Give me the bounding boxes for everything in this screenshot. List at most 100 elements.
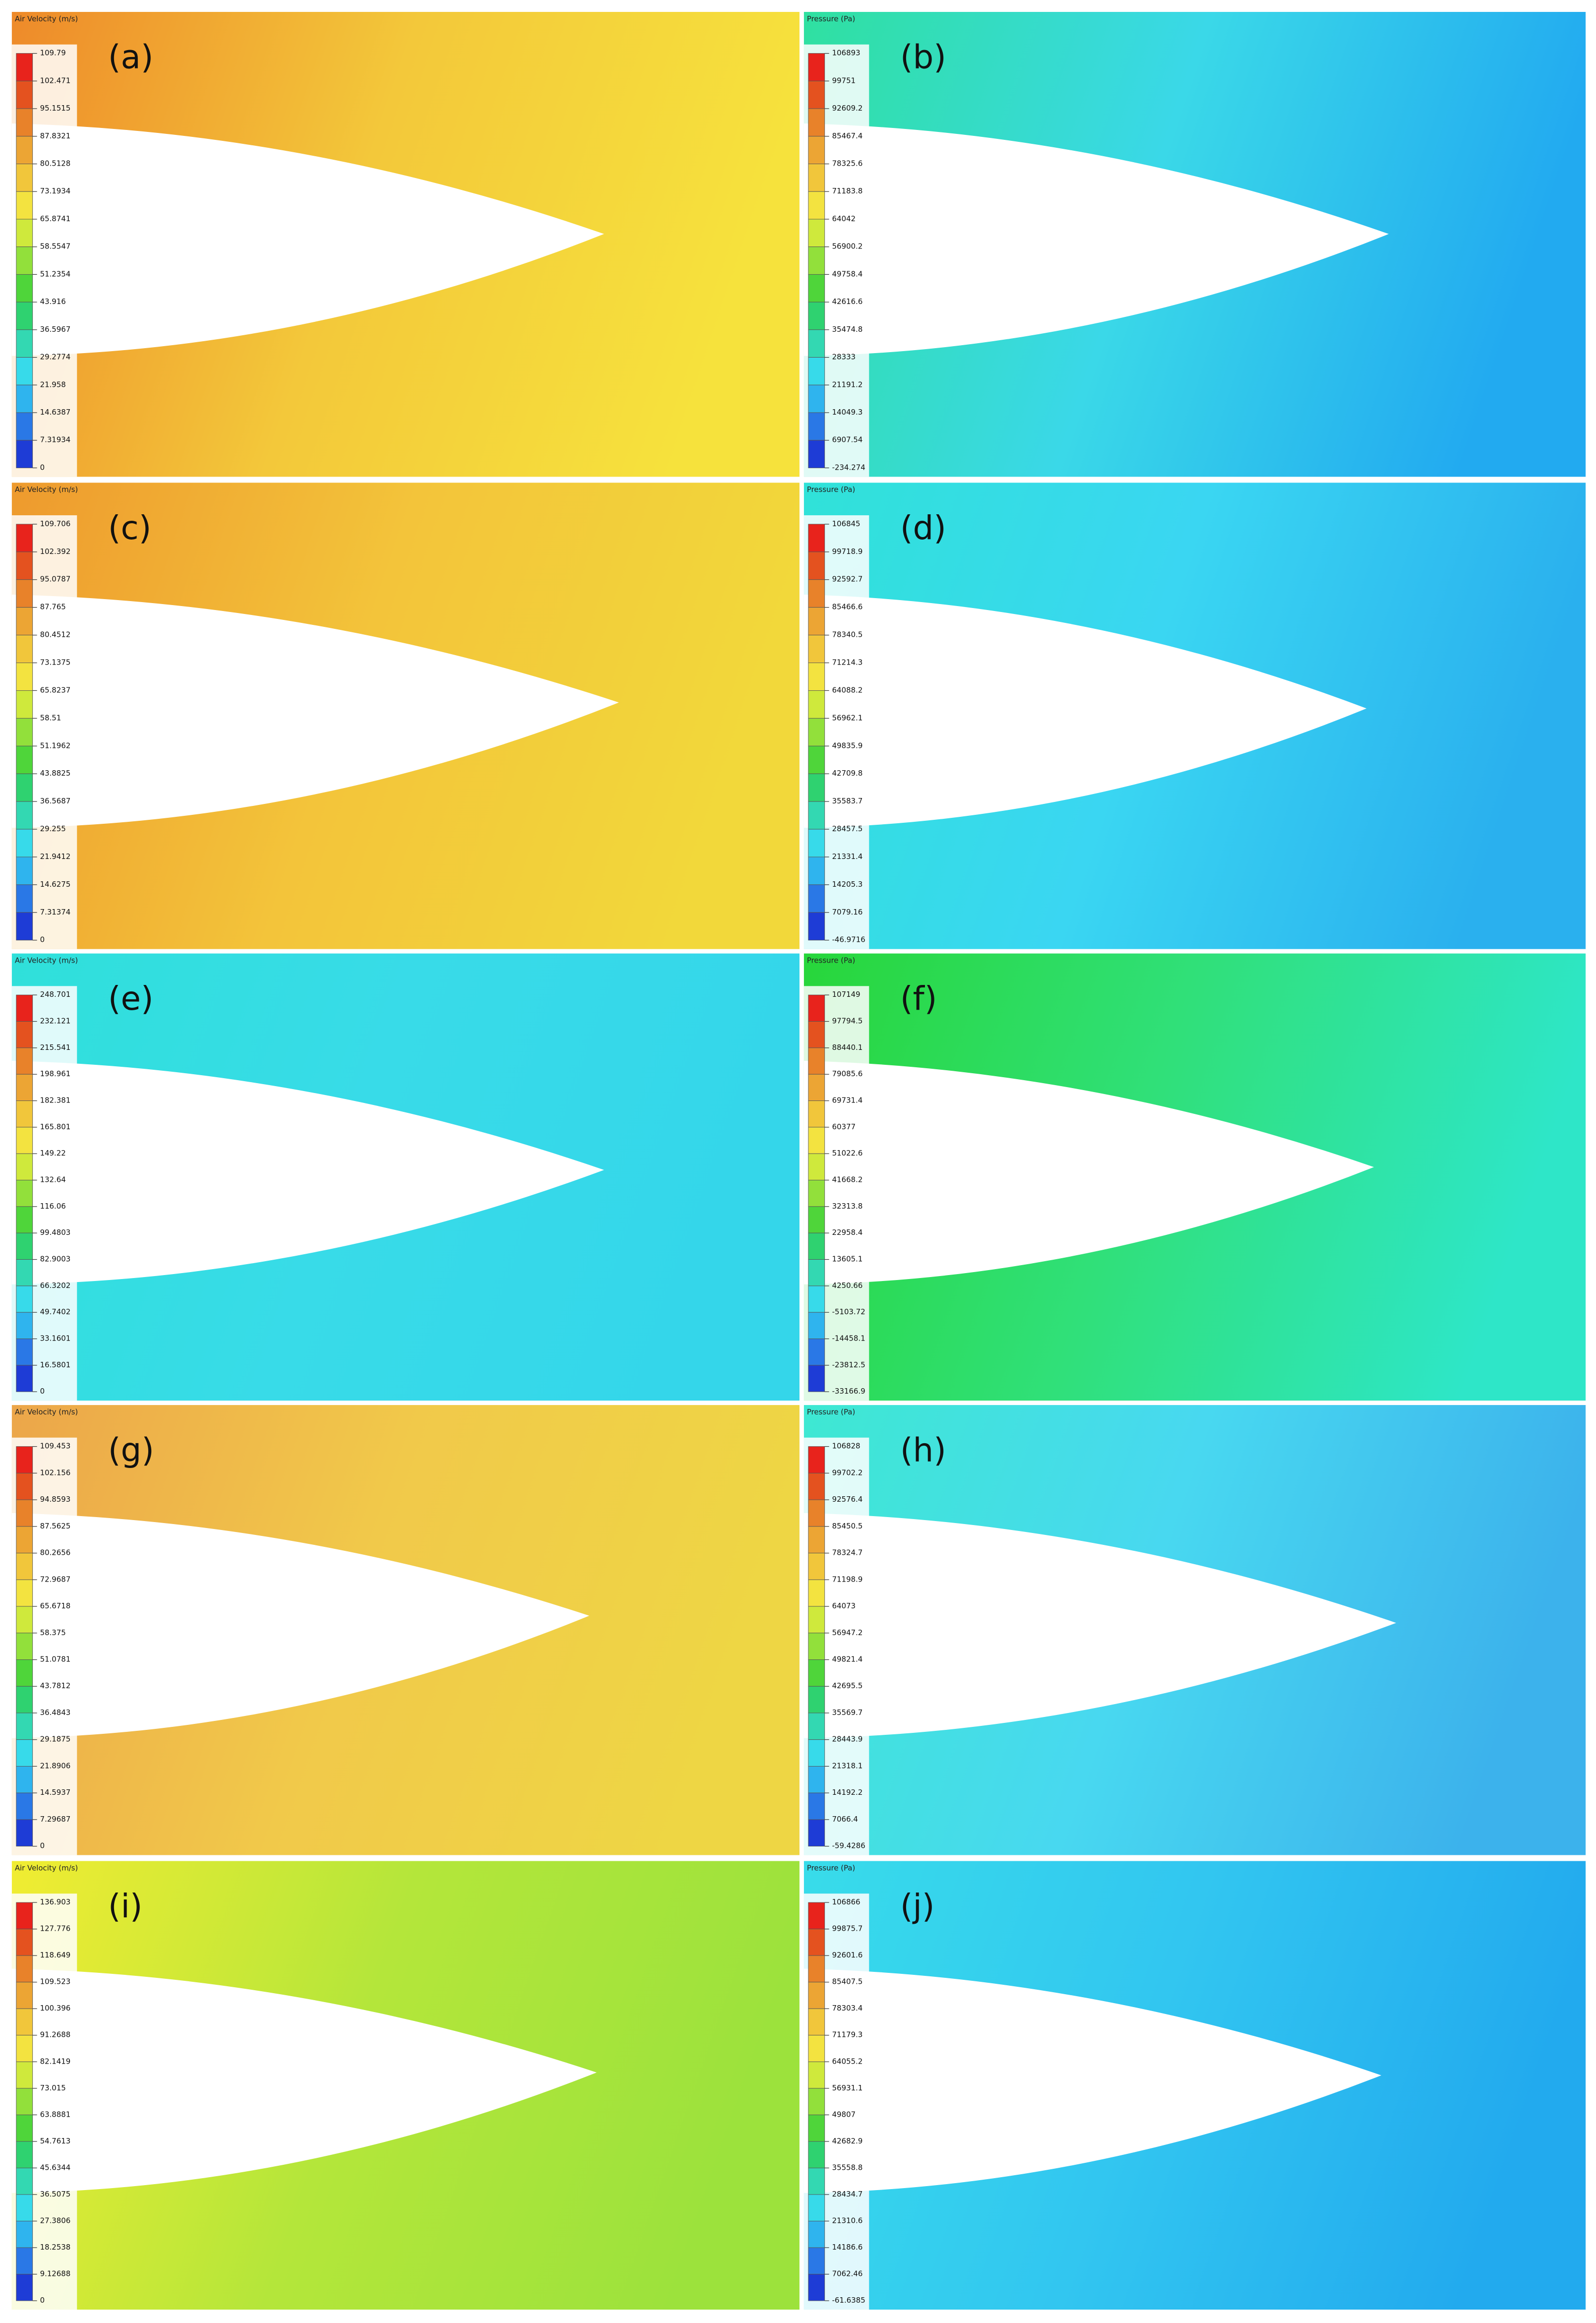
legend-tick-label: 92601.6	[832, 1951, 863, 1959]
legend-tick-label: 64042	[832, 214, 856, 223]
legend-tick-label: 136.903	[40, 1897, 71, 1906]
colorbar-cell	[808, 1982, 825, 2009]
legend-tick-label: 58.375	[40, 1628, 66, 1637]
colorbar-cell	[808, 1259, 825, 1286]
body-profile	[11, 123, 604, 356]
colorbar-cell	[16, 1499, 33, 1527]
legend-tick-label: 79085.6	[832, 1069, 863, 1078]
body-profile	[803, 594, 1367, 828]
colorbar-cell	[16, 1633, 33, 1660]
colorbar-cell	[808, 1074, 825, 1101]
colorbar-cell	[16, 1312, 33, 1339]
legend-tick-label: 88440.1	[832, 1043, 863, 1052]
legend-tick-label: 51.1962	[40, 741, 71, 750]
colorbar-cell	[808, 2035, 825, 2062]
colorbar-cell	[808, 329, 825, 358]
legend-tick-label: 80.2656	[40, 1548, 71, 1557]
legend-tick-label: 9.12688	[40, 2269, 71, 2278]
legend-tick-label: 43.8825	[40, 769, 71, 778]
legend-tick-label: 29.255	[40, 824, 66, 833]
legend-tick-label: 60377	[832, 1122, 856, 1131]
colorbar-cell	[16, 164, 33, 192]
colorbar-cell	[16, 773, 33, 802]
colorbar-cell	[808, 579, 825, 608]
legend-tick-label: 49758.4	[832, 269, 863, 278]
panel-label: (c)	[108, 509, 151, 547]
colorbar-cell	[808, 164, 825, 192]
legend-tick-label: 21310.6	[832, 2216, 863, 2225]
legend-title: Pressure (Pa)	[807, 1407, 855, 1416]
legend-tick-label: 18.2538	[40, 2243, 71, 2252]
legend-tick-label: 99751	[832, 76, 856, 85]
legend-tick-label: 27.3806	[40, 2216, 71, 2225]
colorbar-cell	[808, 1579, 825, 1607]
colorbar-cell	[16, 1792, 33, 1820]
colorbar-cell	[16, 2247, 33, 2274]
colorbar-cell	[808, 1285, 825, 1313]
legend-tick-label: 165.801	[40, 1122, 71, 1131]
legend-tick-label: 14205.3	[832, 880, 863, 889]
legend-tick-label: 7079.16	[832, 908, 863, 917]
colorbar-cell	[808, 53, 825, 81]
legend-tick-label: 7062.46	[832, 2269, 863, 2278]
colorbar-cell	[808, 1100, 825, 1128]
colorbar-cell	[808, 1206, 825, 1233]
colorbar-cell	[16, 302, 33, 330]
legend-tick-label: 80.5128	[40, 159, 71, 168]
legend-tick-label: 0	[40, 935, 45, 944]
legend-title: Air Velocity (m/s)	[15, 1863, 78, 1872]
legend-tick-label: 118.649	[40, 1951, 71, 1959]
legend-tick-label: -5103.72	[832, 1307, 865, 1316]
panel-label: (a)	[108, 39, 153, 76]
legend-tick-label: 73.015	[40, 2083, 66, 2092]
legend-tick-label: 28333	[832, 353, 856, 362]
legend-tick-label: 248.701	[40, 990, 71, 999]
legend-tick-label: 85450.5	[832, 1522, 863, 1530]
colorbar-cell	[808, 994, 825, 1022]
colorbar-cell	[808, 246, 825, 275]
legend-tick-label: 95.0787	[40, 575, 71, 584]
colorbar-cell	[808, 1312, 825, 1339]
colorbar-cell	[16, 1606, 33, 1634]
legend-tick-label: 82.1419	[40, 2057, 71, 2066]
colorbar-cell	[808, 801, 825, 830]
colorbar-cell	[808, 2167, 825, 2195]
colorbar-cell	[16, 2008, 33, 2036]
colorbar-cell	[16, 1365, 33, 1392]
legend-tick-label: 72.9687	[40, 1575, 71, 1584]
legend-tick-label: 109.706	[40, 519, 71, 528]
colorbar-cell	[808, 1606, 825, 1634]
legend-tick-label: 42695.5	[832, 1681, 863, 1690]
colorbar-cell	[808, 302, 825, 330]
colorbar-cell	[808, 2274, 825, 2301]
panel-label: (h)	[900, 1432, 946, 1469]
colorbar-cell	[16, 1285, 33, 1313]
legend-tick-label: 102.392	[40, 547, 71, 556]
legend-tick-label: 28443.9	[832, 1735, 863, 1744]
legend-tick-label: 92592.7	[832, 575, 863, 584]
legend-tick-label: -61.6385	[832, 2296, 865, 2305]
colorbar-cell	[16, 2035, 33, 2062]
legend-title: Pressure (Pa)	[807, 1863, 855, 1872]
colorbar-cell	[808, 1472, 825, 1500]
colorbar-cell	[808, 635, 825, 663]
legend-tick-label: 232.121	[40, 1017, 71, 1026]
colorbar-cell	[16, 1232, 33, 1260]
colorbar-cell	[16, 1074, 33, 1101]
panel: Pressure (Pa) 106866 99875.7 92601.6 85407.5…	[803, 1861, 1586, 2310]
legend-tick-label: 22958.4	[832, 1228, 863, 1237]
legend-tick-label: 4250.66	[832, 1281, 863, 1290]
legend-tick-label: 36.5967	[40, 325, 71, 334]
panel-label: (g)	[108, 1432, 154, 1469]
colorbar-cell	[808, 773, 825, 802]
colorbar-cell	[16, 801, 33, 830]
legend-tick-label: 102.156	[40, 1468, 71, 1477]
colorbar-cell	[16, 745, 33, 774]
legend-tick-label: 91.2688	[40, 2030, 71, 2039]
colorbar-cell	[808, 1902, 825, 1930]
legend-title: Air Velocity (m/s)	[15, 1407, 78, 1416]
colorbar-cell	[16, 663, 33, 691]
legend-tick-label: 66.3202	[40, 1281, 71, 1290]
legend-tick-label: 92576.4	[832, 1495, 863, 1504]
